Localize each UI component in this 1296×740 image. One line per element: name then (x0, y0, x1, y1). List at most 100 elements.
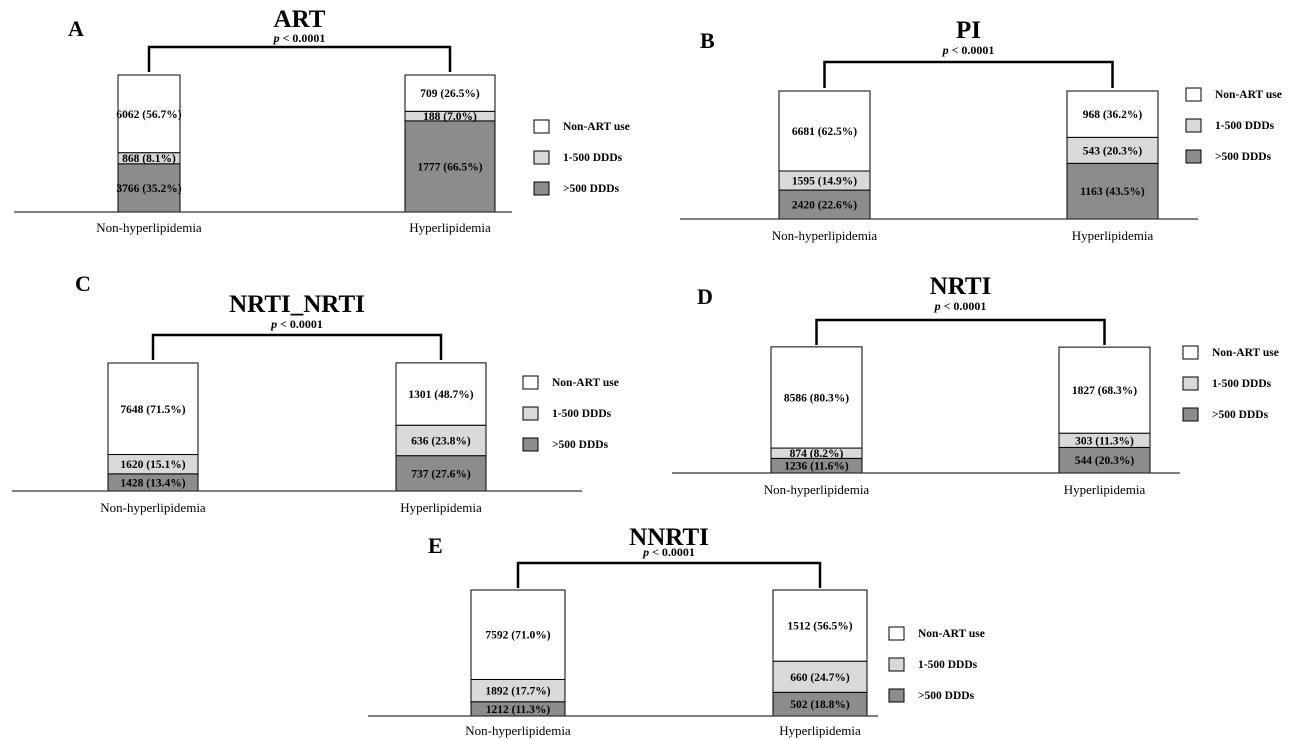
category-label: Non-hyperlipidemia (764, 482, 870, 497)
legend-label: 1-500 DDDs (563, 152, 623, 164)
panel-title: ART (274, 6, 326, 33)
category-label: Non-hyperlipidemia (96, 220, 202, 235)
legend-swatch (533, 181, 550, 196)
data-label: 188 (7.0%) (423, 111, 477, 123)
bar-segment (395, 362, 487, 426)
category-label: Non-hyperlipidemia (465, 723, 571, 738)
data-label: 6062 (56.7%) (116, 109, 181, 121)
legend-swatch (1182, 376, 1199, 391)
legend: Non-ART use 1-500 DDDs >500 DDDs (533, 119, 630, 196)
data-label: 2420 (22.6%) (792, 200, 857, 212)
category-label: Hyperlipidemia (409, 220, 491, 235)
data-label: 7648 (71.5%) (120, 404, 185, 416)
p-value-label: p < 0.0001 (934, 299, 987, 313)
bar-segment (778, 90, 871, 172)
significance-bracket (516, 561, 822, 588)
p-value-label: p < 0.0001 (270, 317, 323, 331)
legend-label: Non-ART use (918, 628, 985, 640)
data-label: 544 (20.3%) (1075, 455, 1135, 467)
bar-segment (1058, 346, 1151, 434)
legend-swatch (888, 657, 905, 672)
legend-swatch (522, 406, 539, 421)
data-label: 1236 (11.6%) (784, 461, 849, 473)
legend-label: Non-ART use (1215, 89, 1282, 101)
bar-segment (772, 589, 868, 662)
bar-segment (1058, 446, 1151, 474)
data-label: 1827 (68.3%) (1072, 385, 1137, 397)
legend-label: Non-ART use (552, 377, 619, 389)
legend: Non-ART use 1-500 DDDs >500 DDDs (522, 375, 619, 452)
legend-label: 1-500 DDDs (1212, 378, 1272, 390)
category-label: Non-hyperlipidemia (772, 228, 878, 243)
bar-segment (117, 163, 181, 213)
bar-segment (404, 74, 496, 112)
panel-letter: E (428, 533, 443, 558)
data-label: 1428 (13.4%) (120, 477, 185, 489)
bar-segment (395, 455, 487, 492)
data-label: 737 (27.6%) (411, 468, 471, 480)
bar-segment (107, 362, 199, 456)
data-label: 709 (26.5%) (420, 88, 480, 100)
data-label: 636 (23.8%) (411, 435, 471, 447)
data-label: 1163 (43.5%) (1080, 186, 1145, 198)
data-label: 1892 (17.7%) (485, 686, 550, 698)
bar-segment (1066, 162, 1159, 220)
legend-label: Non-ART use (563, 121, 630, 133)
data-label: 1301 (48.7%) (408, 389, 473, 401)
p-value-label: p < 0.0001 (942, 43, 995, 57)
legend-swatch (522, 437, 539, 452)
legend-label: 1-500 DDDs (918, 659, 978, 671)
data-label: 7592 (71.0%) (485, 630, 550, 642)
legend-swatch (533, 150, 550, 165)
panel-title: PI (956, 17, 981, 44)
category-label: Non-hyperlipidemia (100, 500, 206, 515)
legend: Non-ART use 1-500 DDDs >500 DDDs (1185, 87, 1282, 164)
data-label: 303 (11.3%) (1075, 435, 1134, 447)
significance-bracket (823, 60, 1114, 88)
data-label: 1620 (15.1%) (120, 459, 185, 471)
data-label: 874 (8.2%) (790, 448, 844, 460)
legend: Non-ART use 1-500 DDDs >500 DDDs (888, 626, 985, 703)
data-label: 1595 (14.9%) (792, 176, 857, 188)
legend-label: 1-500 DDDs (1215, 120, 1275, 132)
bar-segment (770, 346, 863, 449)
legend-label: >500 DDDs (1212, 409, 1269, 421)
data-label: 502 (18.8%) (790, 699, 850, 711)
legend-swatch (888, 688, 905, 703)
data-label: 968 (36.2%) (1083, 109, 1143, 121)
data-label: 3766 (35.2%) (116, 183, 181, 195)
panel-b: B PIp < 0.0001 2420 (22.6%) 1595 (14.9%) 668… (680, 17, 1282, 243)
bar-segment (470, 589, 566, 680)
significance-bracket (151, 333, 443, 360)
category-label: Hyperlipidemia (1064, 482, 1146, 497)
legend-swatch (1185, 87, 1202, 102)
panel-letter: A (68, 16, 84, 41)
legend-swatch (1185, 118, 1202, 133)
legend-swatch (888, 626, 905, 641)
data-label: 543 (20.3%) (1083, 145, 1143, 157)
bar-segment (1066, 90, 1159, 138)
bar-segment (117, 74, 181, 154)
legend-label: Non-ART use (1212, 347, 1279, 359)
data-label: 1777 (66.5%) (417, 161, 482, 173)
legend-label: >500 DDDs (918, 690, 975, 702)
legend-label: >500 DDDs (552, 439, 609, 451)
data-label: 1212 (11.3%) (486, 704, 551, 716)
panel-title: NNRTI (629, 524, 709, 551)
legend-label: >500 DDDs (1215, 151, 1272, 163)
panel-title: NRTI_NRTI (229, 291, 365, 318)
legend-swatch (1182, 345, 1199, 360)
legend-label: >500 DDDs (563, 183, 620, 195)
data-label: 660 (24.7%) (790, 672, 850, 684)
legend: Non-ART use 1-500 DDDs >500 DDDs (1182, 345, 1279, 422)
p-value-label: p < 0.0001 (642, 545, 695, 559)
bar-segment (395, 424, 487, 457)
legend-label: 1-500 DDDs (552, 408, 612, 420)
category-label: Hyperlipidemia (1072, 228, 1154, 243)
panel-letter: D (697, 284, 713, 309)
